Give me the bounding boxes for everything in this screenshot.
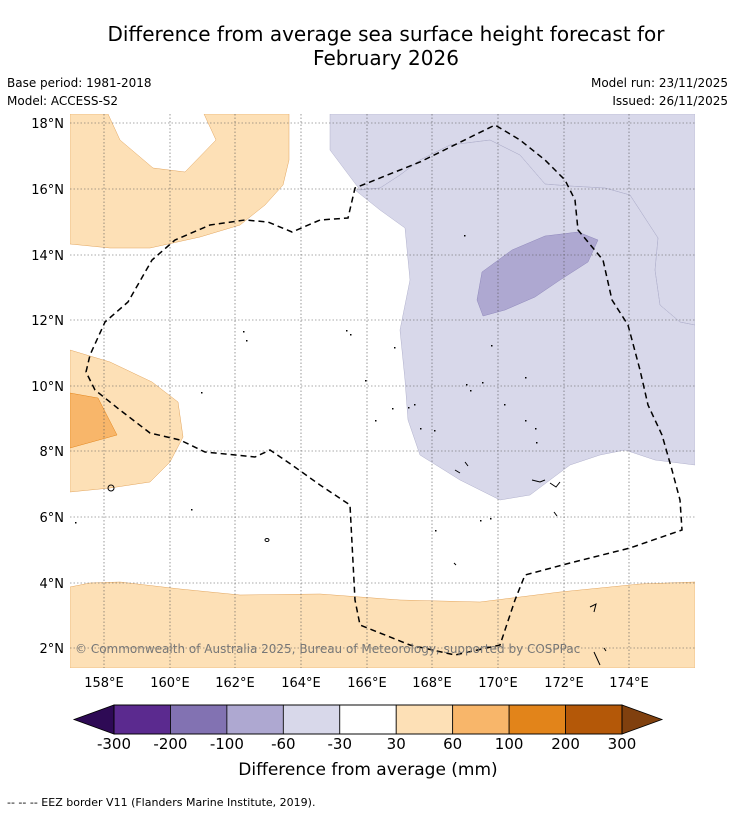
islands <box>107 461 607 666</box>
eez-legend-note: -- -- -- EEZ border V11 (Flanders Marine… <box>7 796 316 809</box>
lat-tick-8n: 8°N <box>40 445 65 460</box>
lon-tick-168e: 168°E <box>412 676 452 691</box>
colorbar-under-arrow <box>72 704 115 735</box>
lat-tick-18n: 18°N <box>31 117 64 132</box>
colorbar-tick: -200 <box>153 735 188 753</box>
meta-right: Model run: 23/11/2025 Issued: 26/11/2025 <box>591 74 728 110</box>
lon-tick-172e: 172°E <box>544 676 584 691</box>
lon-tick-158e: 158°E <box>84 676 124 691</box>
lon-tick-164e: 164°E <box>281 676 321 691</box>
colorbar-tick: 30 <box>386 735 406 753</box>
lat-tick-12n: 12°N <box>31 314 64 329</box>
colorbar-tick: -100 <box>209 735 244 753</box>
lon-tick-160e: 160°E <box>150 676 190 691</box>
colorbar-tick: -60 <box>271 735 296 753</box>
colorbar-segment <box>395 704 454 735</box>
positive-anomaly-region-west <box>70 349 184 493</box>
title-line-1: Difference from average sea surface heig… <box>107 22 665 46</box>
lat-tick-6n: 6°N <box>40 511 65 526</box>
colorbar-segments <box>113 704 623 735</box>
colorbar-outline <box>113 704 623 735</box>
colorbar-segment <box>339 704 397 735</box>
colorbar-segment <box>282 704 341 735</box>
lat-tick-10n: 10°N <box>31 380 64 395</box>
colorbar-segment <box>170 704 228 735</box>
eez-border <box>85 124 683 656</box>
atolls <box>75 235 538 532</box>
lat-tick-14n: 14°N <box>31 249 64 264</box>
moderate-negative-anomaly-region <box>476 231 599 317</box>
lon-tick-174e: 174°E <box>609 676 649 691</box>
map-panel: © Commonwealth of Australia 2025, Bureau… <box>70 114 695 668</box>
colorbar-segment <box>565 704 623 735</box>
colorbar-segment <box>452 704 510 735</box>
gridlines <box>70 114 695 668</box>
colorbar <box>72 704 664 735</box>
lat-tick-2n: 2°N <box>40 642 65 657</box>
colorbar-segment <box>113 704 171 735</box>
lat-tick-4n: 4°N <box>40 577 65 592</box>
meta-left: Base period: 1981-2018 Model: ACCESS-S2 <box>7 74 152 110</box>
copyright-watermark: © Commonwealth of Australia 2025, Bureau… <box>75 642 580 656</box>
colorbar-tick: 200 <box>551 735 580 753</box>
moderate-positive-anomaly-region <box>70 392 118 449</box>
lon-tick-170e: 170°E <box>478 676 518 691</box>
lon-tick-162e: 162°E <box>215 676 255 691</box>
colorbar-label: Difference from average (mm) <box>238 760 498 780</box>
issued-date: Issued: 26/11/2025 <box>612 94 728 108</box>
chart-title: Difference from average sea surface heig… <box>40 22 732 70</box>
colorbar-tick: -30 <box>327 735 353 753</box>
model-name: Model: ACCESS-S2 <box>7 94 119 108</box>
base-period: Base period: 1981-2018 <box>7 76 152 90</box>
colorbar-tick: 300 <box>607 735 637 753</box>
colorbar-over-arrow <box>621 704 664 735</box>
colorbar-segment <box>508 704 566 735</box>
model-run: Model run: 23/11/2025 <box>590 76 728 90</box>
longitude-tick-labels: 158°E 160°E 162°E 164°E 166°E 168°E 170°… <box>84 676 649 691</box>
colorbar-tick: 100 <box>494 735 524 753</box>
lat-tick-16n: 16°N <box>31 183 64 198</box>
lon-tick-166e: 166°E <box>347 676 387 691</box>
colorbar-tick: -300 <box>96 735 132 753</box>
title-line-2: February 2026 <box>313 46 459 70</box>
latitude-tick-labels: 18°N 16°N 14°N 12°N 10°N 8°N 6°N 4°N 2°N <box>31 117 64 657</box>
colorbar-segment <box>226 704 284 735</box>
colorbar-tick: 60 <box>443 735 463 753</box>
positive-anomaly-region-northwest <box>70 114 290 249</box>
